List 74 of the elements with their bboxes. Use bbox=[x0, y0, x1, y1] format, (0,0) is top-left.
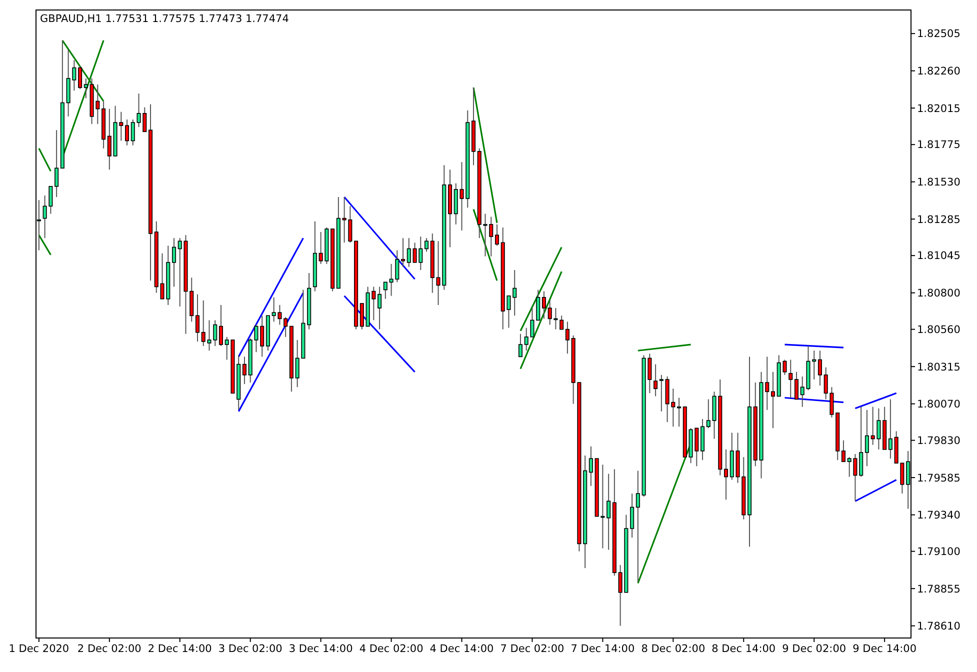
y-tick-label: 1.81775 bbox=[917, 139, 960, 152]
x-tick-label: 3 Dec 14:00 bbox=[288, 643, 353, 655]
y-tick-label: 1.79585 bbox=[917, 472, 960, 484]
y-tick-label: 1.79830 bbox=[917, 435, 960, 447]
x-tick-label: 3 Dec 02:00 bbox=[218, 643, 282, 655]
candlestick bbox=[360, 302, 364, 330]
x-tick-label: 2 Dec 02:00 bbox=[77, 643, 142, 655]
candlestick bbox=[542, 290, 546, 320]
y-tick-label: 1.79340 bbox=[917, 510, 960, 522]
y-tick-label: 1.80070 bbox=[917, 398, 960, 411]
candlestick bbox=[794, 371, 798, 400]
y-tick-label: 1.82260 bbox=[917, 66, 960, 78]
candlestick bbox=[378, 286, 382, 330]
candlestick bbox=[606, 473, 611, 550]
y-tick-label: 1.78610 bbox=[917, 620, 960, 633]
candlestick bbox=[788, 359, 793, 398]
y-tick-label: 1.80560 bbox=[917, 324, 960, 336]
candlestick bbox=[218, 304, 223, 347]
candlestick bbox=[84, 78, 88, 99]
candlestick bbox=[588, 446, 593, 486]
candlestick bbox=[130, 118, 135, 146]
x-tick-label: 4 Dec 02:00 bbox=[359, 643, 424, 655]
candlestick bbox=[706, 398, 710, 429]
candlestick bbox=[518, 333, 522, 358]
candlestick bbox=[630, 493, 634, 538]
y-tick-label: 1.82505 bbox=[917, 28, 960, 40]
x-tick-label: 8 Dec 02:00 bbox=[641, 643, 706, 655]
candlestick bbox=[659, 374, 664, 412]
candlestick bbox=[406, 238, 411, 268]
y-tick-label: 1.81285 bbox=[917, 214, 960, 226]
y-tick-label: 1.79100 bbox=[917, 546, 960, 558]
chart-title: GBPAUD,H1 1.77531 1.77575 1.77473 1.77474 bbox=[40, 13, 290, 25]
candlestick bbox=[383, 282, 388, 300]
candlestick bbox=[818, 350, 822, 386]
candlestick bbox=[424, 238, 429, 252]
candlestick bbox=[770, 371, 776, 429]
candlestick bbox=[78, 66, 82, 90]
y-tick-label: 1.81530 bbox=[917, 176, 960, 188]
candlestick bbox=[560, 315, 564, 330]
candlestick bbox=[494, 224, 500, 246]
candlestick bbox=[172, 238, 176, 288]
x-tick-label: 7 Dec 14:00 bbox=[570, 643, 635, 655]
candlestick bbox=[888, 398, 892, 460]
candlestick bbox=[512, 270, 517, 316]
candlestick bbox=[654, 364, 658, 397]
x-tick-label: 8 Dec 14:00 bbox=[712, 643, 776, 655]
candlestick bbox=[107, 108, 112, 170]
x-tick-label: 1 Dec 2020 bbox=[8, 643, 70, 655]
candlestick bbox=[864, 409, 869, 467]
x-tick-label: 9 Dec 14:00 bbox=[852, 643, 917, 655]
candlestick bbox=[677, 397, 682, 428]
candlestick bbox=[195, 294, 200, 342]
candlestick bbox=[54, 130, 59, 198]
x-tick-label: 2 Dec 14:00 bbox=[148, 643, 212, 655]
candlestick bbox=[636, 470, 640, 582]
y-tick-label: 1.82015 bbox=[917, 102, 960, 115]
candlestick bbox=[242, 356, 246, 385]
candlestick bbox=[260, 315, 264, 358]
x-tick-label: 7 Dec 02:00 bbox=[500, 643, 564, 655]
y-tick-label: 1.80800 bbox=[917, 288, 960, 300]
candlestick bbox=[536, 289, 540, 321]
y-tick-label: 1.81045 bbox=[917, 250, 960, 262]
x-tick-label: 9 Dec 02:00 bbox=[782, 643, 846, 655]
candlestick bbox=[125, 118, 130, 146]
candlestick bbox=[724, 448, 728, 500]
candlestick bbox=[841, 440, 846, 462]
candlestick bbox=[859, 406, 864, 478]
candlestick bbox=[401, 238, 406, 268]
y-tick-label: 1.78855 bbox=[917, 583, 960, 596]
candlestick bbox=[812, 350, 816, 380]
candlestick bbox=[565, 321, 570, 354]
x-tick-label: 4 Dec 14:00 bbox=[430, 643, 494, 655]
candlestick bbox=[284, 316, 288, 338]
y-tick-label: 1.80315 bbox=[917, 361, 960, 374]
